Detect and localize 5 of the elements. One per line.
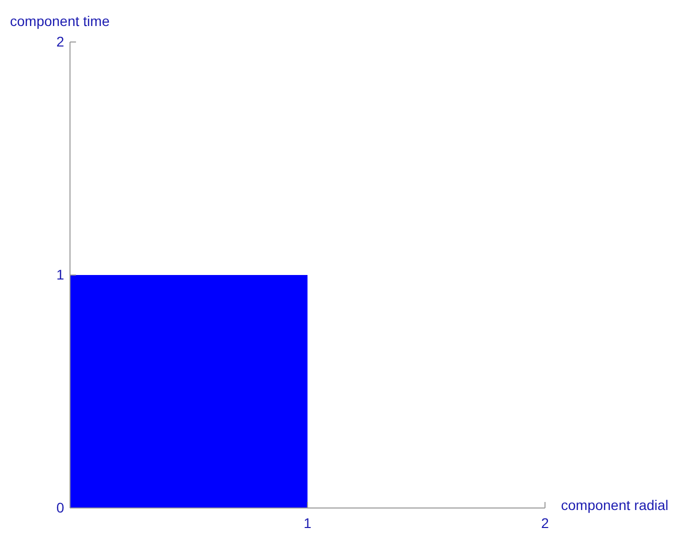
y-tick-label: 0 xyxy=(56,499,64,516)
x-axis-title: component radial xyxy=(561,497,668,513)
y-axis-title: component time xyxy=(10,13,110,29)
y-tick-label: 2 xyxy=(56,33,64,50)
y-tick-label: 1 xyxy=(56,266,64,282)
